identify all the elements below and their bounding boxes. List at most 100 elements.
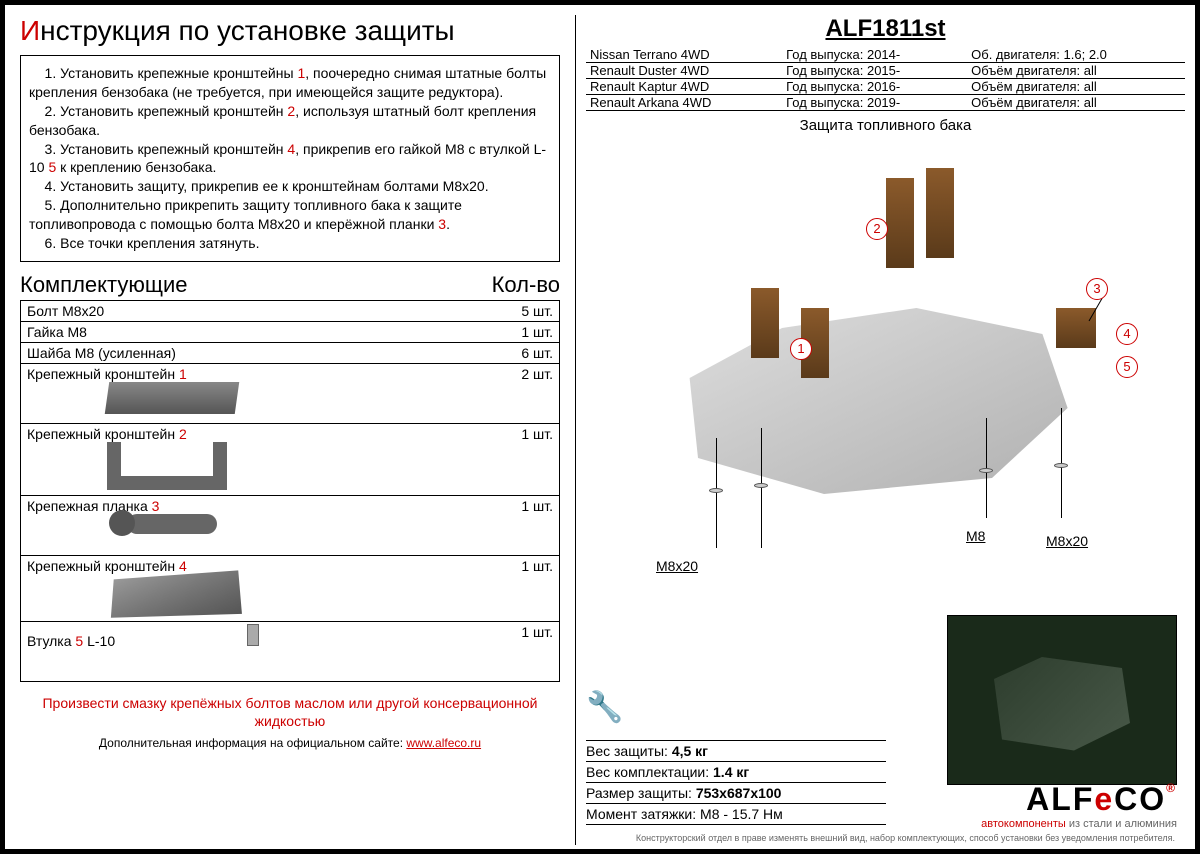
spec-value: 4,5 кг xyxy=(672,743,708,759)
part-name: Болт М8х20 xyxy=(21,300,500,321)
logo-alf: ALF xyxy=(1026,781,1094,817)
part-name: Втулка 5 L-10 xyxy=(21,621,500,681)
logo-e: e xyxy=(1094,781,1114,817)
compat-engine: Объём двигателя: all xyxy=(967,95,1185,111)
skid-plate-shape xyxy=(656,298,1076,498)
table-row: Болт М8х205 шт. xyxy=(21,300,560,321)
brand-logo: ALFeCO® xyxy=(981,781,1177,818)
part-name: Крепежный кронштейн 4 xyxy=(21,555,500,621)
compat-model: Renault Duster 4WD xyxy=(586,63,782,79)
parts-header-left: Комплектующие xyxy=(20,272,187,298)
table-row: Крепежный кронштейн 12 шт. xyxy=(21,363,560,423)
compat-year: Год выпуска: 2016- xyxy=(782,79,967,95)
bracket-3d xyxy=(926,168,954,258)
bolt-label: M8x20 xyxy=(656,558,698,574)
logo-sub-rest: из стали и алюминия xyxy=(1066,818,1177,830)
spec-row: Вес защиты: 4,5 кг xyxy=(586,741,886,762)
parts-header: Комплектующие Кол-во xyxy=(20,272,560,298)
specs-box: Вес защиты: 4,5 кгВес комплектации: 1.4 … xyxy=(586,740,886,825)
compat-model: Nissan Terrano 4WD xyxy=(586,47,782,63)
diagram-title: Защита топливного бака xyxy=(586,117,1185,134)
spec-label: Вес комплектации: xyxy=(586,764,709,780)
spec-label: Вес защиты: xyxy=(586,743,668,759)
table-row: Гайка М81 шт. xyxy=(21,321,560,342)
compat-year: Год выпуска: 2015- xyxy=(782,63,967,79)
right-column: ALF1811st Nissan Terrano 4WDГод выпуска:… xyxy=(575,15,1185,845)
instructions-box: 1. Установить крепежные кронштейны 1, по… xyxy=(20,55,560,262)
bolt-label: M8 xyxy=(966,528,985,544)
fine-print: Конструкторский отдел в праве изменять в… xyxy=(636,833,1175,843)
table-row: Renault Arkana 4WDГод выпуска: 2019-Объё… xyxy=(586,95,1185,111)
logo-area: ALFeCO® автокомпоненты из стали и алюмин… xyxy=(981,781,1177,830)
washer-icon xyxy=(754,483,768,488)
washer-icon xyxy=(1054,463,1068,468)
part-name: Крепежный кронштейн 2 xyxy=(21,423,500,495)
compat-engine: Объём двигателя: all xyxy=(967,63,1185,79)
callout-4: 4 xyxy=(1116,323,1138,345)
spec-value: 1.4 кг xyxy=(713,764,749,780)
parts-table: Болт М8х205 шт.Гайка М81 шт.Шайба М8 (ус… xyxy=(20,300,560,682)
callout-3: 3 xyxy=(1086,278,1108,300)
part-name: Крепежный кронштейн 1 xyxy=(21,363,500,423)
page-title: Инструкция по установке защиты xyxy=(20,15,560,47)
title-first-letter: И xyxy=(20,15,40,46)
table-row: Renault Kaptur 4WDГод выпуска: 2016-Объё… xyxy=(586,79,1185,95)
compat-engine: Об. двигателя: 1.6; 2.0 xyxy=(967,47,1185,63)
spec-row: Вес комплектации: 1.4 кг xyxy=(586,762,886,783)
spec-value: М8 - 15.7 Нм xyxy=(700,806,783,822)
footer-link-label: Дополнительная информация на официальном… xyxy=(99,736,406,750)
part-qty: 1 шт. xyxy=(500,423,560,495)
callout-5: 5 xyxy=(1116,356,1138,378)
compat-year: Год выпуска: 2019- xyxy=(782,95,967,111)
compat-engine: Объём двигателя: all xyxy=(967,79,1185,95)
table-row: Nissan Terrano 4WDГод выпуска: 2014-Об. … xyxy=(586,47,1185,63)
footer-link[interactable]: www.alfeco.ru xyxy=(406,736,481,750)
part-qty: 5 шт. xyxy=(500,300,560,321)
parts-header-right: Кол-во xyxy=(492,272,560,298)
bolt-line xyxy=(716,438,717,548)
bolt-line xyxy=(761,428,762,548)
washer-icon xyxy=(709,488,723,493)
table-row: Крепежная планка 31 шт. xyxy=(21,495,560,555)
install-photo xyxy=(947,615,1177,785)
table-row: Втулка 5 L-10 1 шт. xyxy=(21,621,560,681)
wrench-icon: 🔧 xyxy=(586,690,623,725)
table-row: Шайба М8 (усиленная)6 шт. xyxy=(21,342,560,363)
logo-subtitle: автокомпоненты из стали и алюминия xyxy=(981,818,1177,830)
part-number: ALF1811st xyxy=(586,15,1185,43)
bolt-label: M8x20 xyxy=(1046,533,1088,549)
part-qty: 2 шт. xyxy=(500,363,560,423)
callout-1: 1 xyxy=(790,338,812,360)
logo-sub-red: автокомпоненты xyxy=(981,818,1066,830)
part-qty: 1 шт. xyxy=(500,555,560,621)
bracket-3d xyxy=(886,178,914,268)
exploded-diagram: 1 2 3 4 5 M8x20 M8 M8x20 xyxy=(586,138,1181,598)
footer-warning: Произвести смазку крепёжных болтов масло… xyxy=(20,694,560,730)
part-qty: 1 шт. xyxy=(500,321,560,342)
title-rest: нструкция по установке защиты xyxy=(40,15,455,46)
washer-icon xyxy=(979,468,993,473)
registered-icon: ® xyxy=(1166,781,1177,795)
spec-row: Момент затяжки: М8 - 15.7 Нм xyxy=(586,804,886,825)
table-row: Renault Duster 4WDГод выпуска: 2015-Объё… xyxy=(586,63,1185,79)
part-qty: 6 шт. xyxy=(500,342,560,363)
compat-year: Год выпуска: 2014- xyxy=(782,47,967,63)
table-row: Крепежный кронштейн 41 шт. xyxy=(21,555,560,621)
footer-link-row: Дополнительная информация на официальном… xyxy=(20,736,560,750)
part-name: Крепежная планка 3 xyxy=(21,495,500,555)
spec-label: Размер защиты: xyxy=(586,785,692,801)
part-qty: 1 шт. xyxy=(500,495,560,555)
table-row: Крепежный кронштейн 21 шт. xyxy=(21,423,560,495)
logo-co: CO xyxy=(1114,781,1166,817)
part-name: Шайба М8 (усиленная) xyxy=(21,342,500,363)
left-column: Инструкция по установке защиты 1. Устано… xyxy=(20,15,560,845)
compat-model: Renault Kaptur 4WD xyxy=(586,79,782,95)
spec-label: Момент затяжки: xyxy=(586,806,696,822)
compat-model: Renault Arkana 4WD xyxy=(586,95,782,111)
bracket-3d xyxy=(1056,308,1096,348)
part-qty: 1 шт. xyxy=(500,621,560,681)
callout-2: 2 xyxy=(866,218,888,240)
bracket-3d xyxy=(751,288,779,358)
compat-table: Nissan Terrano 4WDГод выпуска: 2014-Об. … xyxy=(586,47,1185,111)
spec-value: 753x687x100 xyxy=(696,785,782,801)
